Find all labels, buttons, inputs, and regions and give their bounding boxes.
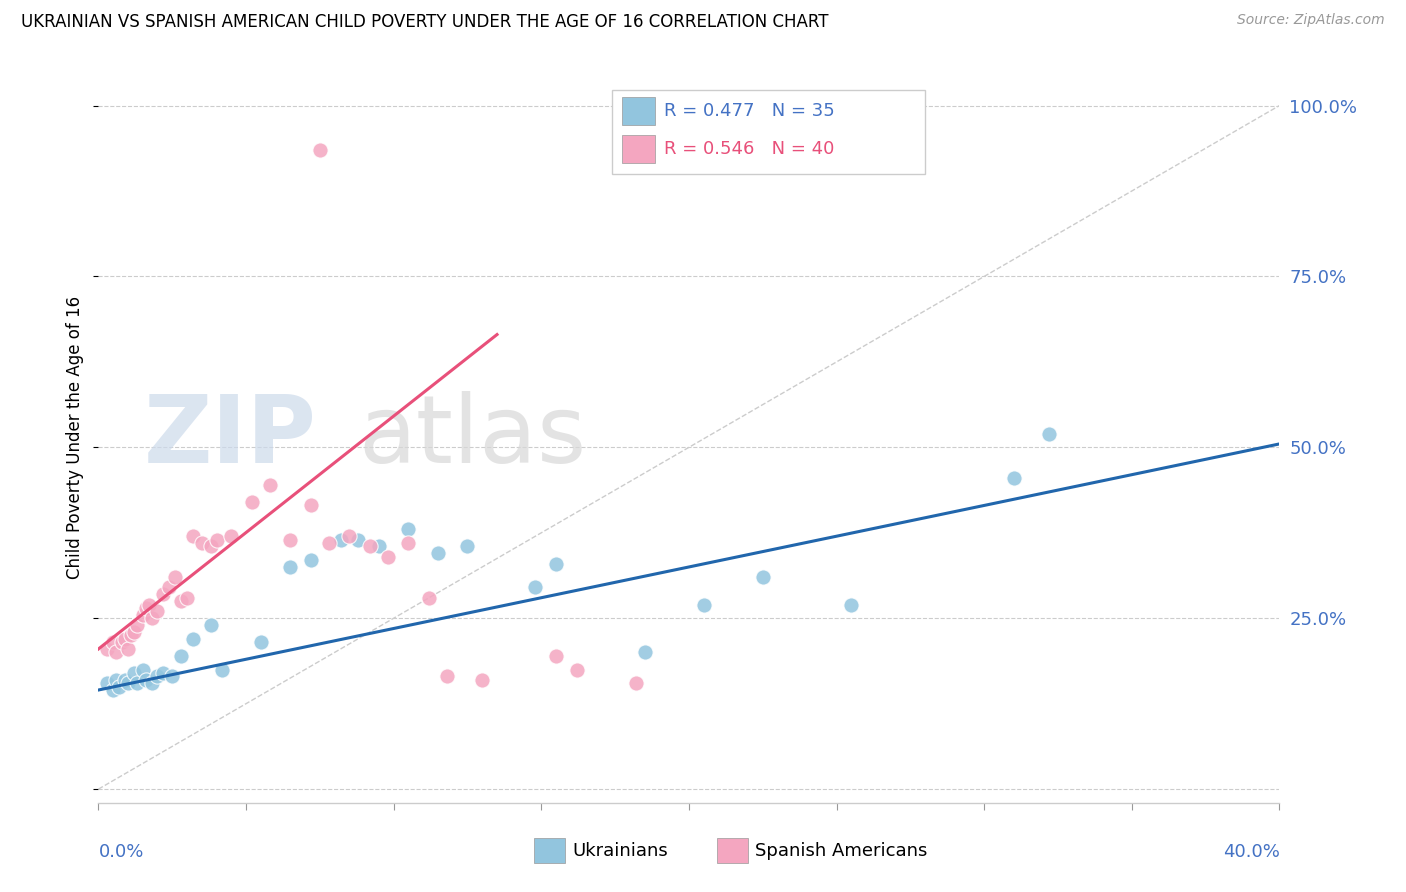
Point	[693, 598, 716, 612]
Point	[162, 669, 183, 683]
Text: Source: ZipAtlas.com: Source: ZipAtlas.com	[1237, 13, 1385, 28]
Point	[176, 591, 198, 605]
Text: Spanish Americans: Spanish Americans	[755, 842, 928, 860]
Point	[524, 581, 547, 595]
Point	[299, 553, 322, 567]
Point	[200, 618, 222, 632]
Point	[114, 673, 136, 687]
Point	[146, 669, 169, 683]
Point	[456, 540, 478, 554]
Text: ZIP: ZIP	[143, 391, 316, 483]
FancyBboxPatch shape	[621, 97, 655, 125]
Text: 0.0%: 0.0%	[98, 843, 143, 861]
FancyBboxPatch shape	[621, 135, 655, 162]
Point	[318, 536, 340, 550]
Point	[108, 680, 131, 694]
Point	[181, 529, 204, 543]
Point	[111, 635, 134, 649]
Point	[368, 540, 391, 554]
Point	[396, 522, 419, 536]
Point	[633, 645, 655, 659]
Point	[170, 648, 193, 663]
Point	[138, 598, 160, 612]
Text: atlas: atlas	[359, 391, 586, 483]
Point	[751, 570, 773, 584]
Y-axis label: Child Poverty Under the Age of 16: Child Poverty Under the Age of 16	[66, 295, 84, 579]
Point	[309, 143, 332, 157]
Point	[278, 533, 302, 547]
Point	[299, 499, 322, 513]
Point	[146, 604, 169, 618]
Point	[125, 676, 148, 690]
Point	[546, 648, 568, 663]
Point	[200, 540, 222, 554]
Point	[546, 557, 568, 571]
Point	[219, 529, 242, 543]
Text: R = 0.477   N = 35: R = 0.477 N = 35	[664, 102, 835, 120]
Text: R = 0.546   N = 40: R = 0.546 N = 40	[664, 140, 835, 158]
Point	[122, 624, 145, 639]
Point	[170, 594, 193, 608]
Point	[117, 676, 139, 690]
Point	[359, 540, 381, 554]
Point	[471, 673, 494, 687]
Point	[114, 632, 136, 646]
Point	[250, 635, 273, 649]
Point	[141, 676, 163, 690]
Point	[396, 536, 419, 550]
Point	[240, 495, 263, 509]
Point	[211, 663, 233, 677]
Point	[152, 665, 174, 680]
Point	[96, 642, 118, 657]
Point	[103, 683, 125, 698]
Point	[157, 581, 180, 595]
Point	[377, 549, 399, 564]
Point	[132, 663, 155, 677]
Point	[205, 533, 228, 547]
Point	[105, 645, 128, 659]
Point	[427, 546, 450, 560]
Point	[181, 632, 204, 646]
Point	[141, 611, 163, 625]
Point	[96, 676, 118, 690]
Point	[329, 533, 352, 547]
Point	[1038, 426, 1060, 441]
Point	[624, 676, 647, 690]
Point	[165, 570, 187, 584]
Point	[436, 669, 458, 683]
Point	[135, 673, 157, 687]
Point	[191, 536, 214, 550]
Point	[565, 663, 588, 677]
Point	[120, 628, 142, 642]
Point	[105, 673, 128, 687]
Point	[132, 607, 155, 622]
Text: 40.0%: 40.0%	[1223, 843, 1279, 861]
Text: UKRAINIAN VS SPANISH AMERICAN CHILD POVERTY UNDER THE AGE OF 16 CORRELATION CHAR: UKRAINIAN VS SPANISH AMERICAN CHILD POVE…	[21, 13, 828, 31]
Point	[841, 598, 863, 612]
FancyBboxPatch shape	[612, 90, 925, 174]
Point	[122, 665, 145, 680]
Point	[103, 635, 125, 649]
Point	[152, 587, 174, 601]
Point	[117, 642, 139, 657]
Point	[259, 478, 281, 492]
Point	[347, 533, 370, 547]
Point	[418, 591, 440, 605]
Point	[135, 601, 157, 615]
Point	[339, 529, 360, 543]
Point	[278, 560, 302, 574]
Point	[125, 618, 148, 632]
Point	[1002, 471, 1025, 485]
Text: Ukrainians: Ukrainians	[572, 842, 668, 860]
